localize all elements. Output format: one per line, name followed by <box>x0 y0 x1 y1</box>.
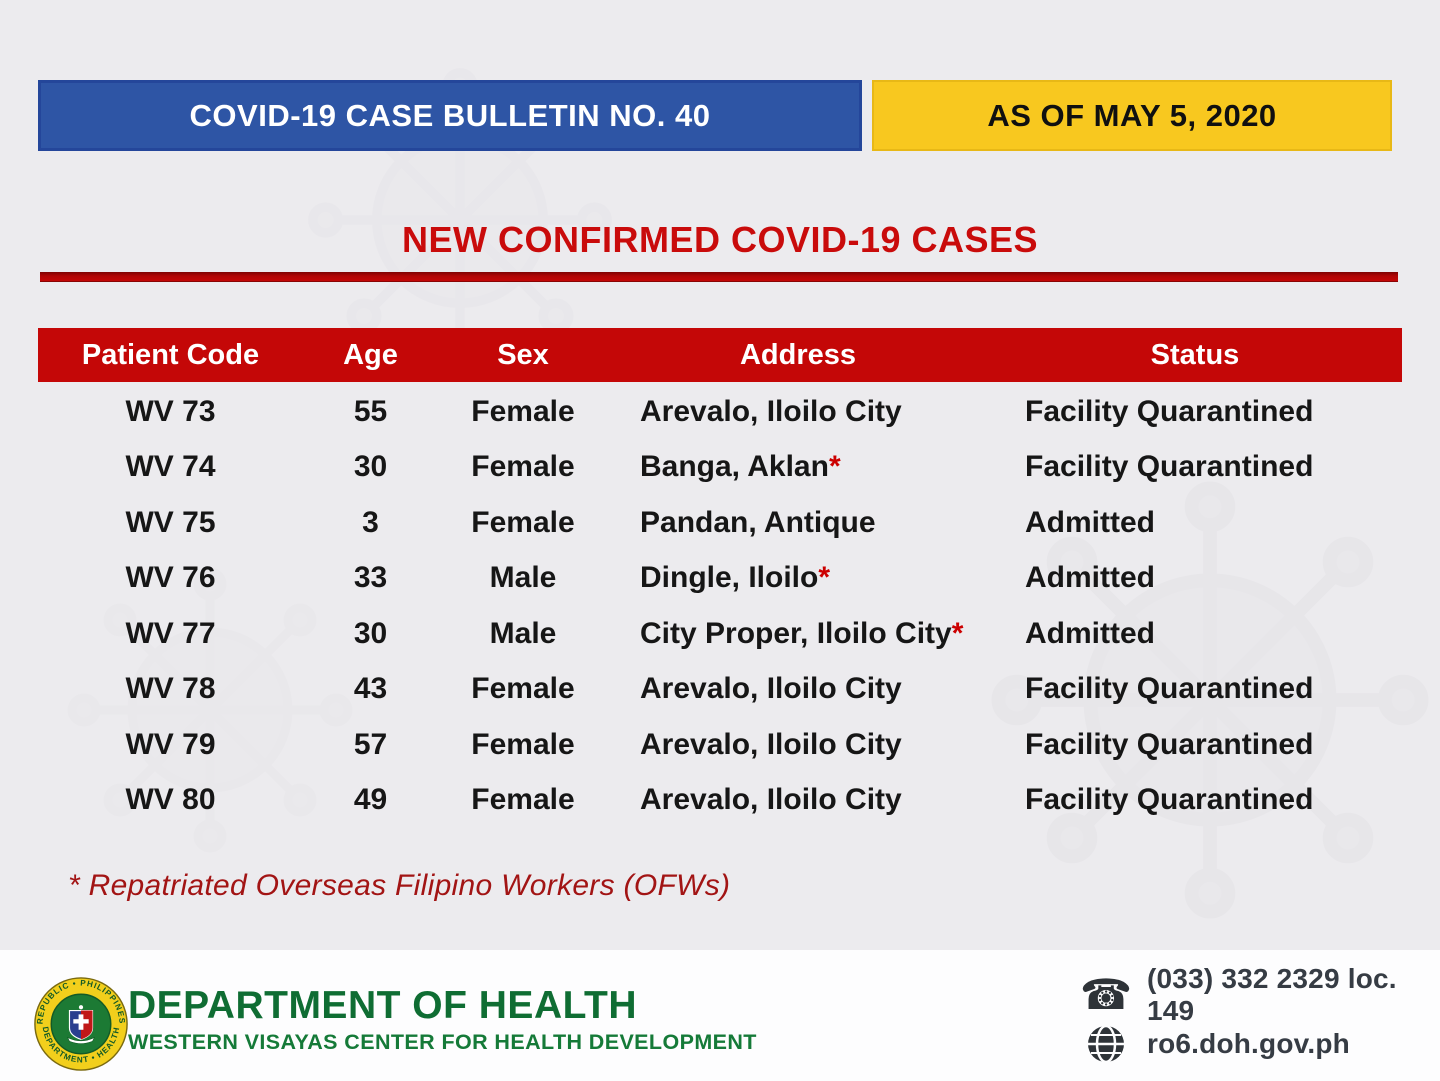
cell-age: 43 <box>353 672 388 706</box>
cell-status: Facility Quarantined <box>1025 672 1314 706</box>
cell-status: Facility Quarantined <box>1025 783 1314 817</box>
cell-address: Arevalo, Iloilo City <box>640 672 902 706</box>
cell-patient-code: WV 79 <box>125 727 216 761</box>
table-header-row: Patient Code Age Sex Address Status <box>38 328 1402 382</box>
cell-age: 57 <box>353 727 388 761</box>
phone-number: (033) 332 2329 loc. 149 <box>1147 963 1397 1026</box>
cell-sex: Female <box>471 394 575 428</box>
cell-address: Arevalo, Iloilo City <box>640 394 902 428</box>
cell-address: Arevalo, Iloilo City <box>640 727 902 761</box>
table-row: WV 79 57 Female Arevalo, Iloilo City Fac… <box>38 717 1402 773</box>
cell-address: City Proper, Iloilo City* <box>640 616 964 650</box>
cell-address: Arevalo, Iloilo City <box>640 783 902 817</box>
cell-patient-code: WV 78 <box>125 672 216 706</box>
column-header-address: Address <box>739 338 857 371</box>
bulletin-title-banner: COVID-19 CASE BULLETIN NO. 40 <box>38 80 862 151</box>
cell-status: Facility Quarantined <box>1025 394 1314 428</box>
globe-icon <box>1083 1021 1129 1067</box>
cell-sex: Female <box>471 450 575 484</box>
cell-age: 49 <box>353 783 388 817</box>
cell-age: 33 <box>353 561 388 595</box>
seal-shield <box>66 1005 96 1044</box>
cell-status: Facility Quarantined <box>1025 727 1314 761</box>
cell-patient-code: WV 73 <box>125 394 216 428</box>
ofw-footnote: * Repatriated Overseas Filipino Workers … <box>68 869 731 902</box>
as-of-date-banner: AS OF MAY 5, 2020 <box>872 80 1392 151</box>
bulletin-title: COVID-19 CASE BULLETIN NO. 40 <box>189 97 711 133</box>
cell-age: 3 <box>362 505 379 539</box>
column-header-sex: Sex <box>497 338 549 371</box>
cell-age: 55 <box>353 394 388 428</box>
as-of-date: AS OF MAY 5, 2020 <box>987 97 1277 133</box>
column-header-age: Age <box>343 338 398 371</box>
cell-age: 30 <box>353 616 388 650</box>
org-name: DEPARTMENT OF HEALTH <box>128 984 638 1027</box>
column-header-status: Status <box>1150 338 1240 371</box>
ofw-asterisk: * <box>818 561 831 595</box>
cell-sex: Male <box>489 616 557 650</box>
table-row: WV 73 55 Female Arevalo, Iloilo City Fac… <box>38 384 1402 440</box>
doh-seal-logo: REPUBLIC • PHILIPPINES DEPARTMENT • HEAL… <box>34 977 128 1071</box>
cell-sex: Female <box>471 783 575 817</box>
website-url: ro6.doh.gov.ph <box>1147 1028 1350 1059</box>
cell-address: Dingle, Iloilo* <box>640 561 831 595</box>
cell-status: Facility Quarantined <box>1025 450 1314 484</box>
cell-patient-code: WV 76 <box>125 561 216 595</box>
ofw-asterisk: * <box>828 450 841 484</box>
footer: REPUBLIC • PHILIPPINES DEPARTMENT • HEAL… <box>0 950 1440 1081</box>
org-subtitle: WESTERN VISAYAS CENTER FOR HEALTH DEVELO… <box>128 1030 757 1054</box>
column-header-patient-code: Patient Code <box>81 338 260 371</box>
cell-sex: Female <box>471 727 575 761</box>
cell-patient-code: WV 80 <box>125 783 216 817</box>
cell-age: 30 <box>353 450 388 484</box>
org-identity: DEPARTMENT OF HEALTH WESTERN VISAYAS CEN… <box>128 986 757 1054</box>
table-row: WV 77 30 Male City Proper, Iloilo City* … <box>38 606 1402 662</box>
cell-status: Admitted <box>1025 505 1155 539</box>
ofw-asterisk: * <box>951 616 964 650</box>
table-body: WV 73 55 Female Arevalo, Iloilo City Fac… <box>38 384 1402 828</box>
cell-patient-code: WV 74 <box>125 450 216 484</box>
cell-address: Banga, Aklan* <box>640 450 841 484</box>
phone-row: ☎ (033) 332 2329 loc. 149 <box>1079 963 1440 1026</box>
page-title: NEW CONFIRMED COVID-19 CASES <box>401 219 1039 260</box>
table-row: WV 75 3 Female Pandan, Antique Admitted <box>38 495 1402 551</box>
cell-sex: Female <box>471 505 575 539</box>
table-row: WV 78 43 Female Arevalo, Iloilo City Fac… <box>38 662 1402 718</box>
table-row: WV 80 49 Female Arevalo, Iloilo City Fac… <box>38 773 1402 829</box>
cell-status: Admitted <box>1025 616 1155 650</box>
cell-patient-code: WV 77 <box>125 616 216 650</box>
table-row: WV 76 33 Male Dingle, Iloilo* Admitted <box>38 551 1402 607</box>
phone-icon: ☎ <box>1079 970 1133 1019</box>
cell-address: Pandan, Antique <box>640 505 876 539</box>
cell-patient-code: WV 75 <box>125 505 216 539</box>
cases-table: Patient Code Age Sex Address Status WV 7… <box>38 328 1402 828</box>
cell-sex: Female <box>471 672 575 706</box>
title-divider <box>40 272 1398 282</box>
cell-status: Admitted <box>1025 561 1155 595</box>
table-row: WV 74 30 Female Banga, Aklan* Facility Q… <box>38 440 1402 496</box>
contact-info: ☎ (033) 332 2329 loc. 149 ro6.doh.gov.ph <box>1079 963 1440 1070</box>
website-row: ro6.doh.gov.ph <box>1083 1021 1440 1067</box>
cell-sex: Male <box>489 561 557 595</box>
